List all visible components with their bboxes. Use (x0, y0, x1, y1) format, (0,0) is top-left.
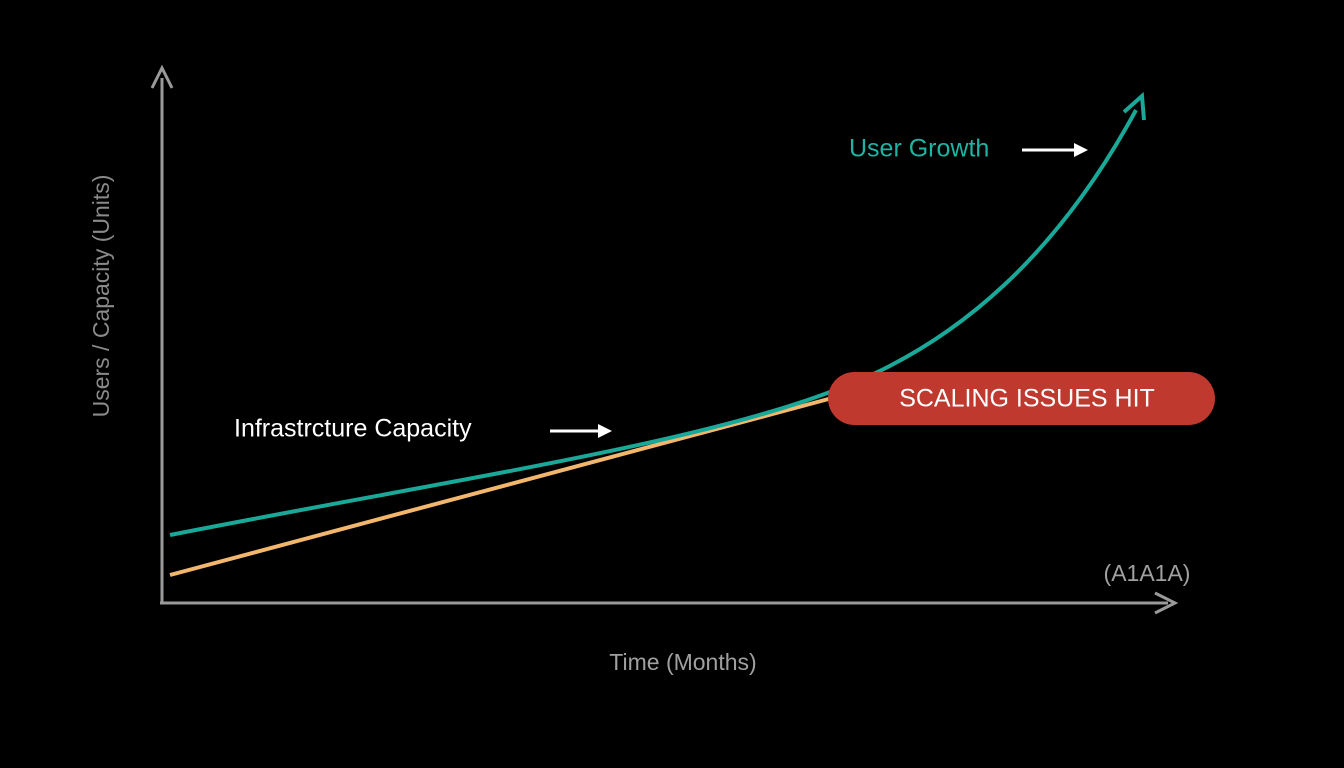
y-axis-arrowhead (150, 64, 174, 89)
scaling-label: SCALING ISSUES HIT (899, 385, 1155, 413)
infrastructure-line (169, 395, 837, 577)
x-axis-label: Time (Months) (609, 649, 756, 675)
user-growth-curve (169, 109, 1138, 537)
infrastructure-label: Infrastrcture Capacity (234, 415, 472, 443)
scaling-badge (828, 372, 1215, 425)
infrastructure-pointer-head (598, 424, 612, 438)
user-growth-arrowhead (1122, 91, 1146, 121)
x-axis-arrowhead (1154, 591, 1179, 615)
user-growth-label: User Growth (849, 135, 989, 163)
y-axis-label: Users / Capacity (Units) (88, 175, 114, 418)
user-growth-pointer-head (1074, 143, 1088, 157)
corner-label: (A1A1A) (1104, 560, 1191, 586)
